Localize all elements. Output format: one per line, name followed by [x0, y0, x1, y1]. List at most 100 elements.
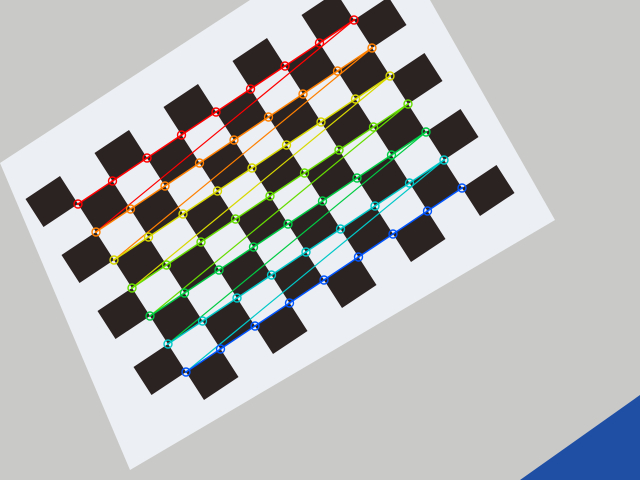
checker-square [357, 155, 410, 206]
corner-center [165, 263, 168, 267]
corner-marker [145, 311, 155, 321]
corner-center [214, 110, 218, 114]
corner-center [408, 181, 411, 185]
corner-marker [73, 199, 83, 209]
corner-marker [386, 150, 397, 160]
corner-center [406, 102, 410, 106]
corner-marker [178, 209, 188, 219]
corner-center [270, 273, 273, 277]
corner-marker [127, 283, 137, 293]
checker-square [426, 109, 479, 160]
corner-center [286, 222, 290, 226]
corner-marker [107, 176, 118, 186]
corner-marker [367, 43, 377, 53]
corner-marker [284, 298, 295, 308]
corner-center [253, 324, 257, 328]
corner-center [354, 97, 357, 101]
corner-center [199, 240, 203, 244]
corner-marker [314, 38, 325, 48]
corner-marker [316, 117, 326, 127]
corner-marker [298, 89, 308, 99]
corner-marker [196, 237, 206, 247]
checker-square [255, 303, 308, 354]
corner-marker [370, 201, 380, 211]
corner-marker [299, 168, 310, 178]
corner-center [426, 209, 429, 213]
checker-square [114, 237, 167, 288]
checker-square [130, 186, 183, 237]
corner-center [252, 245, 255, 249]
corner-marker [319, 275, 329, 285]
corner-center [249, 87, 252, 91]
corner-center [322, 278, 326, 282]
corner-center [180, 133, 183, 137]
corner-marker [194, 158, 205, 168]
corner-center [166, 342, 170, 346]
checker-square [409, 160, 462, 211]
corner-center [390, 153, 393, 157]
checker-square [373, 104, 426, 155]
checker-square [186, 349, 239, 400]
corner-center [424, 130, 428, 134]
checker-square [324, 257, 377, 308]
row-connector-line [185, 159, 445, 373]
corner-center [352, 18, 356, 22]
corner-center [388, 74, 392, 78]
corner-marker [301, 247, 311, 257]
corner-marker [143, 232, 154, 242]
corner-center [184, 370, 188, 374]
corner-marker [280, 61, 290, 71]
table-blue-edge [520, 395, 640, 480]
corner-marker [266, 270, 277, 280]
checker-square [321, 99, 374, 150]
row-connector-line [149, 103, 409, 317]
checker-square [232, 38, 285, 89]
checker-square [78, 181, 131, 232]
corner-marker [160, 181, 170, 191]
corner-center [288, 301, 291, 305]
corner-marker [334, 145, 344, 155]
corner-center [76, 202, 80, 206]
corner-center [337, 148, 341, 152]
corner-marker [403, 99, 413, 109]
corner-center [232, 138, 236, 142]
corner-marker [422, 206, 433, 216]
corner-marker [179, 288, 190, 298]
corner-center [234, 217, 237, 221]
corner-marker [404, 178, 415, 188]
corner-marker [109, 255, 119, 265]
checker-square [97, 288, 150, 339]
row-connector-line [167, 131, 427, 345]
checker-square [25, 176, 78, 227]
corner-marker [163, 339, 173, 349]
corner-center [181, 212, 185, 216]
row-connector-line [131, 75, 391, 289]
checker-square [354, 0, 407, 48]
checker-square [462, 165, 515, 216]
corner-marker [245, 84, 256, 94]
row-connector-line [95, 19, 355, 233]
corner-center [370, 46, 374, 50]
corner-marker [349, 15, 359, 25]
corner-marker [350, 94, 361, 104]
checker-square [301, 0, 354, 43]
corner-marker [229, 135, 239, 145]
checker-square [340, 206, 393, 257]
corner-marker [215, 344, 226, 354]
checker-square [166, 242, 219, 293]
row-connector-line [113, 47, 373, 261]
corner-center [145, 156, 149, 160]
corner-center [319, 120, 323, 124]
checker-square [94, 130, 147, 181]
corner-center [235, 296, 239, 300]
corner-center [163, 184, 167, 188]
checker-square [285, 43, 338, 94]
corner-marker [248, 242, 259, 252]
corner-center [183, 291, 186, 295]
corner-center [318, 41, 321, 45]
corner-center [391, 232, 395, 236]
corner-marker [125, 204, 136, 214]
checker-square [202, 298, 255, 349]
corner-marker [283, 219, 293, 229]
corner-marker [250, 321, 260, 331]
